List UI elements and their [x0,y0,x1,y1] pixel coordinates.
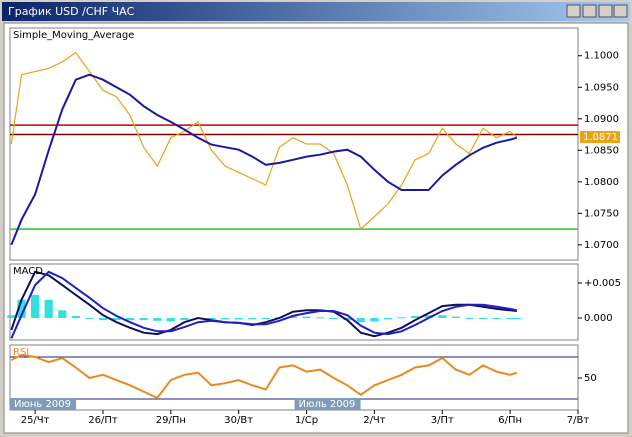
window-title: График USD /CHF ЧАС [8,5,135,18]
histogram-bar [465,318,474,320]
histogram-bar [126,318,135,321]
y-tick-label: 1.0700 [584,240,619,251]
histogram-bar [234,318,243,320]
histogram-bar [139,318,148,321]
button-close[interactable] [613,4,628,18]
histogram-bar [316,317,325,319]
y-tick-label: 1.1000 [584,51,619,62]
x-tick-label: 7/Вт [567,415,590,426]
histogram-bar [207,318,216,320]
x-tick-label: 1/Ср [295,415,318,426]
histogram-bar [397,317,406,319]
last-price-label: 1.0871 [583,132,618,143]
period-tag [10,398,76,410]
period-tag [294,398,361,410]
histogram-bar [329,318,338,320]
histogram-bar [44,299,53,319]
button-minimize[interactable] [582,4,597,18]
button-maximize[interactable] [598,4,613,18]
window-buttons[interactable] [566,4,628,18]
y-tick-label: 1.0750 [584,208,619,219]
histogram-bar [288,316,298,319]
histogram-bar [221,318,230,320]
y-tick-label: +0.005 [584,278,621,289]
histogram-bar [98,318,108,321]
histogram-bar [492,318,501,320]
histogram-bar [31,294,40,319]
histogram-bar [424,315,433,319]
panel-label: MACD [13,266,43,277]
histogram-bar [261,318,270,320]
panel-label: RSI [13,347,29,358]
histogram-bar [248,318,257,320]
x-tick-label: 26/Пт [88,415,118,426]
histogram-bar [411,315,420,319]
panel-label: Simple_Moving_Average [13,30,134,41]
series-line [10,270,518,339]
histogram-bar [438,315,447,319]
series-line [10,73,518,246]
y-tick-label: 1.0850 [584,145,619,156]
histogram-bar [17,299,26,319]
histogram-bar [302,316,311,319]
x-tick-label: 6/Пн [498,415,522,426]
histogram-bar [71,315,80,319]
y-tick-label: 50 [584,373,597,384]
histogram-bar [451,316,460,319]
series-line [10,353,518,400]
x-tick-label: 3/Пт [431,415,454,426]
series-line [10,51,518,231]
histogram-bar [356,318,365,323]
y-tick-label: 1.0800 [584,177,619,188]
histogram-bar [370,318,379,322]
y-tick-label: 1.0950 [584,82,619,93]
histogram-bar [512,318,521,320]
y-tick-label: 0.000 [584,313,613,324]
histogram-bar [478,318,488,320]
period-label: Июнь 2009 [14,399,71,410]
histogram-bar [85,318,94,320]
x-tick-label: 25/Чт [21,415,50,426]
period-label: Июль 2009 [299,399,356,410]
histogram-bar [58,310,67,319]
histogram-bar [153,318,162,321]
histogram-bar [7,315,16,319]
chart-area [3,22,629,434]
x-tick-label: 29/Пн [156,415,186,426]
histogram-bar [166,318,175,322]
y-tick-label: 1.0900 [584,114,619,125]
histogram-bar [506,318,515,320]
last-price-box [580,131,620,144]
series-line [10,270,518,338]
panel-frame [9,27,579,261]
x-tick-label: 30/Вт [224,415,253,426]
panel-frame [9,263,579,341]
x-tick-label: 2/Чт [363,415,386,426]
title-bar [2,2,630,21]
histogram-bar [180,318,189,321]
histogram-bar [112,318,121,321]
button-restore[interactable] [566,4,581,18]
histogram-bar [383,318,393,320]
